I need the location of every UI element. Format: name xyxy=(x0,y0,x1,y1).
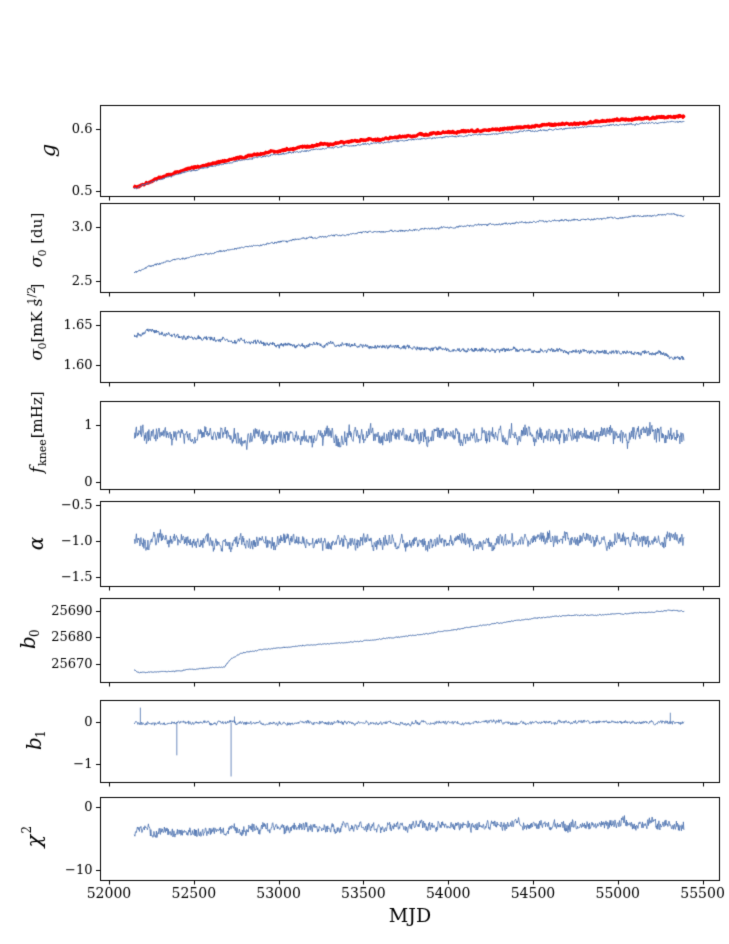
panel-f-knee[interactable] xyxy=(101,401,720,489)
panel-chi2[interactable] xyxy=(101,797,720,880)
panel-b0[interactable] xyxy=(101,598,720,682)
panel-sigma0-mk[interactable] xyxy=(101,311,720,382)
x-axis-label xyxy=(330,905,400,933)
panel-sigma0-du[interactable] xyxy=(101,203,720,292)
panel-alpha[interactable] xyxy=(101,501,720,586)
panel-g[interactable] xyxy=(101,105,720,196)
panel-b1[interactable] xyxy=(101,700,720,782)
